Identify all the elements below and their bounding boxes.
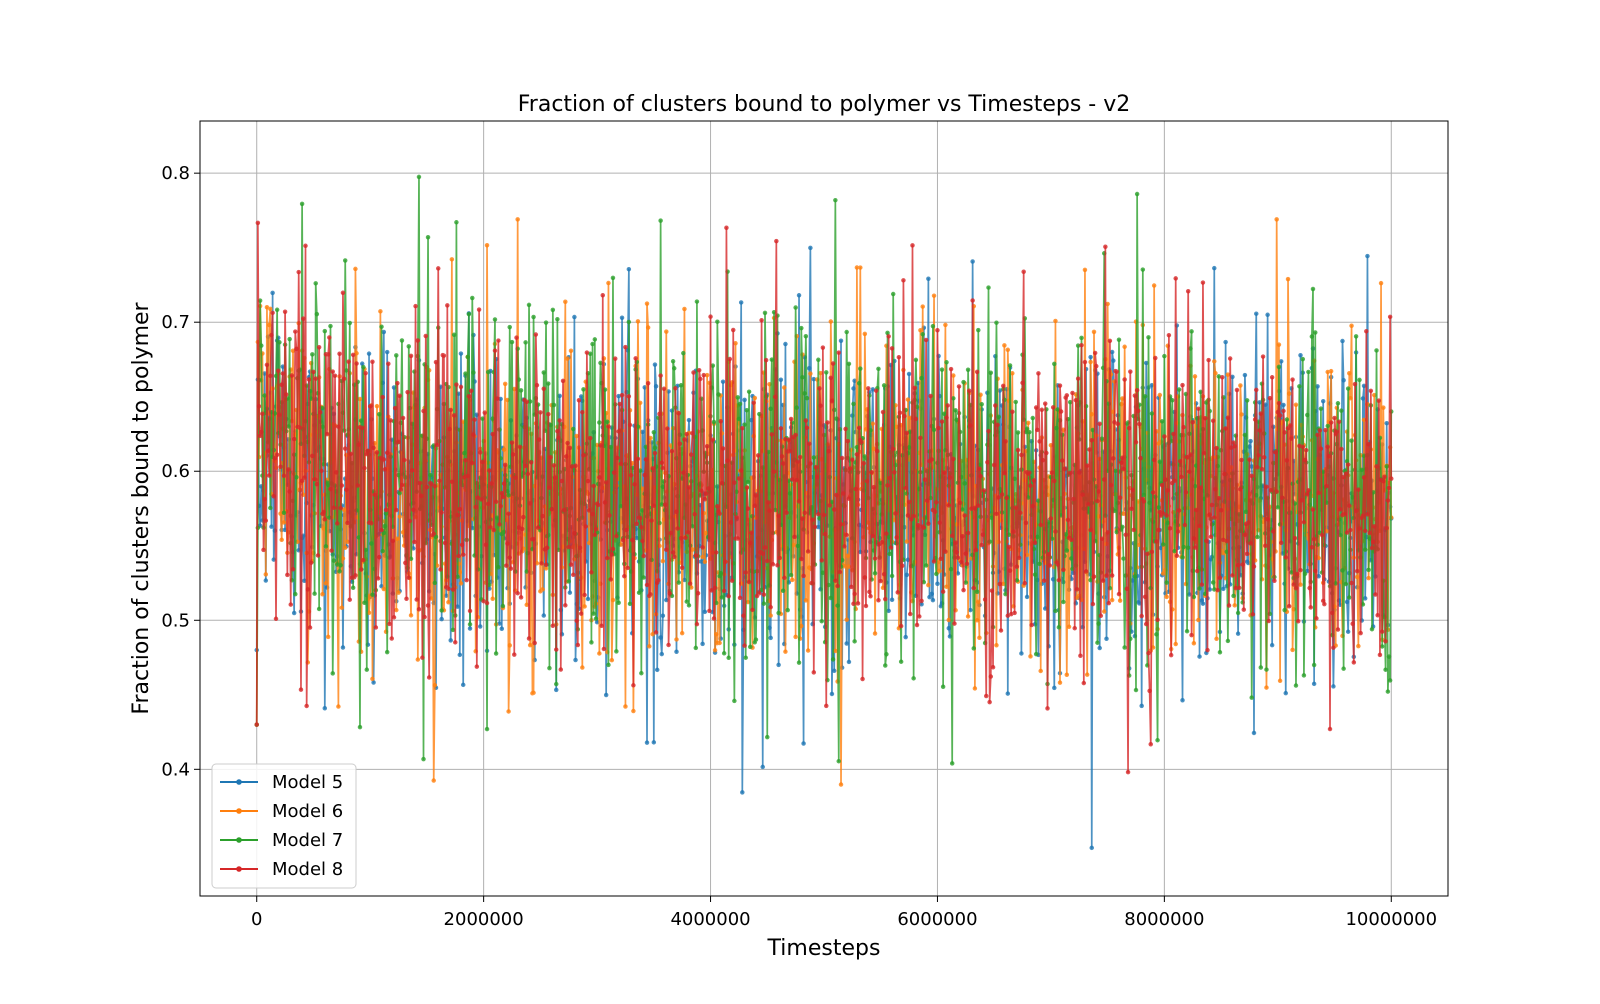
y-tick-label: 0.8 (161, 163, 190, 184)
y-tick-label: 0.4 (161, 759, 190, 780)
legend-swatch-marker (236, 837, 242, 843)
y-tick-label: 0.6 (161, 461, 190, 482)
legend-item: Model 8 (220, 859, 343, 880)
axis-ticks: 0 2000000 4000000 6000000 8000000 10000000 0.4… (161, 163, 1437, 930)
plot-frame (199, 120, 1449, 897)
legend: Model 5 Model 6 Model 7 Model 8 (211, 763, 357, 889)
legend-box (211, 763, 357, 889)
y-tick-label: 0.7 (161, 312, 190, 333)
y-tick-label: 0.5 (161, 610, 190, 631)
series-markers (254, 220, 1394, 775)
series-lines (254, 174, 1394, 851)
legend-swatch-marker (236, 808, 242, 814)
x-tick-label: 2000000 (444, 909, 524, 930)
legend-label: Model 8 (272, 859, 343, 880)
x-axis-label: Timesteps (767, 936, 881, 961)
legend-item: Model 7 (220, 830, 343, 851)
legend-label: Model 7 (272, 830, 343, 851)
legend-item: Model 5 (220, 772, 343, 793)
x-tick-label: 8000000 (1124, 909, 1204, 930)
chart-title: Fraction of clusters bound to polymer vs… (518, 92, 1131, 117)
x-tick-label: 10000000 (1345, 909, 1437, 930)
x-tick-label: 0 (251, 909, 262, 930)
series-model-8 (254, 220, 1394, 775)
legend-swatch-marker (236, 779, 242, 785)
y-axis-label: Fraction of clusters bound to polymer (129, 301, 154, 714)
legend-label: Model 6 (272, 801, 343, 822)
legend-label: Model 5 (272, 772, 343, 793)
x-tick-label: 6000000 (897, 909, 977, 930)
legend-swatch-marker (236, 866, 242, 872)
x-tick-label: 4000000 (670, 909, 750, 930)
legend-item: Model 6 (220, 801, 343, 822)
